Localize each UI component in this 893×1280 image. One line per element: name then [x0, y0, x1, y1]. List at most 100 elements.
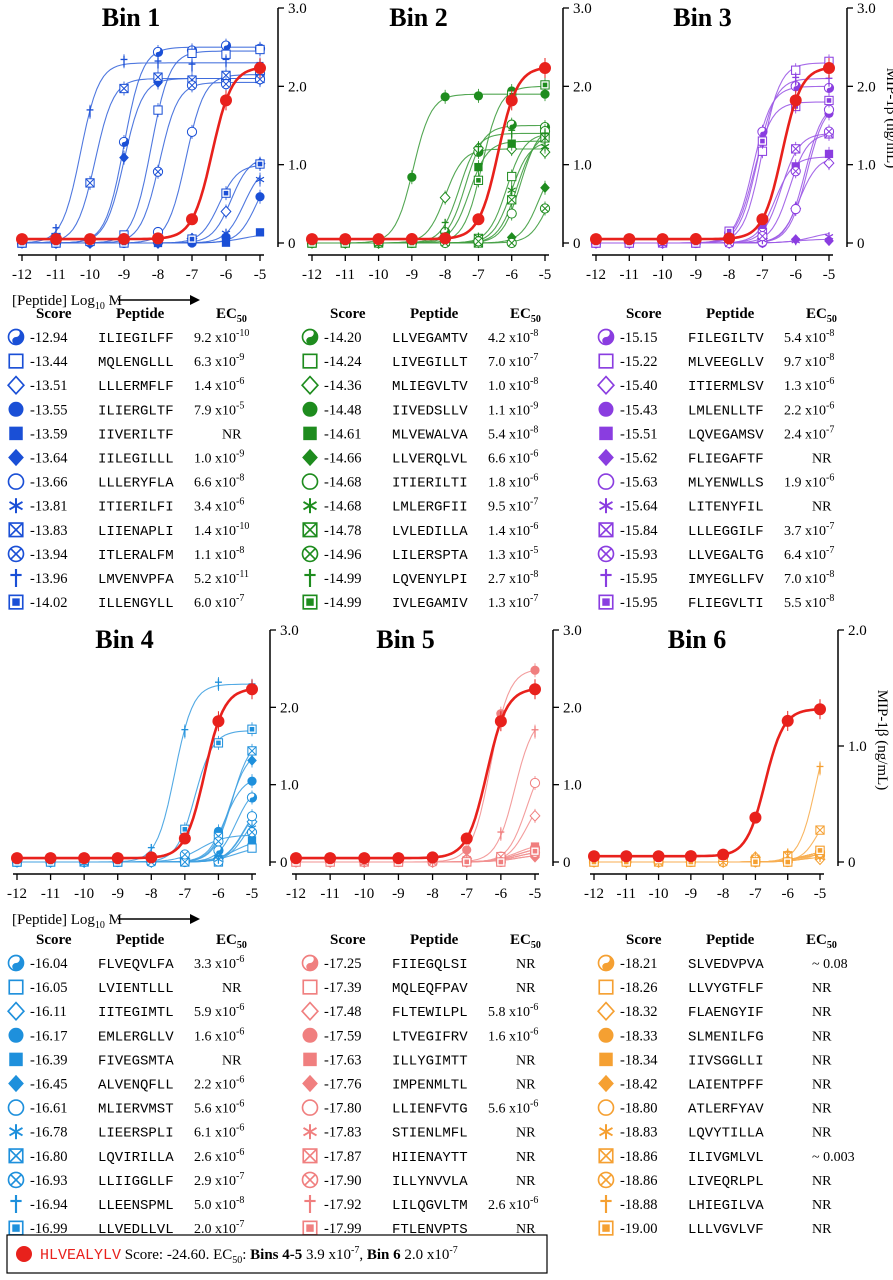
table-row: -13.83 LIIENAPLI 1.4 x10-10: [8, 521, 249, 540]
row-peptide: IMYEGLLFV: [688, 572, 764, 588]
y-tick-label: 2.0: [288, 79, 307, 95]
row-ec50: NR: [812, 1005, 832, 1020]
row-score: -17.25: [324, 956, 361, 972]
chart-panel-5: Bin 5 0 1.0 2.0 3.0 -12 -11 -10 -9 -8 -7 -6 -5: [286, 623, 582, 902]
legend-symbol: [598, 1220, 614, 1236]
data-point-IIVEDSLLV: [540, 89, 550, 99]
x-tick-label: -9: [685, 886, 698, 902]
row-peptide: ILLYNVVLA: [392, 1174, 468, 1190]
row-score: -14.99: [324, 595, 361, 611]
row-ec50: 1.8 x10-6: [488, 473, 538, 491]
row-score: -13.59: [30, 426, 67, 442]
series-curve-LTVEGIFRV: [296, 669, 536, 863]
row-score: -18.32: [620, 1004, 657, 1020]
row-score: -14.66: [324, 451, 361, 467]
row-peptide: HIIENAYTT: [392, 1150, 468, 1166]
table-row: -13.64 IILEGILLL 1.0 x10-9: [8, 449, 244, 468]
chart-title: Bin 3: [673, 3, 732, 32]
x-axis-title: [Peptide] Log10 M: [12, 293, 122, 312]
legend-symbol: [600, 569, 612, 587]
y-tick-label: 2.0: [280, 700, 299, 716]
row-score: -16.11: [30, 1004, 67, 1020]
row-ec50: 3.7 x10-7: [784, 521, 834, 539]
series-curve-MLVEWALVA: [312, 140, 545, 244]
legend-symbol: [600, 1195, 612, 1213]
row-score: -15.22: [620, 354, 657, 370]
y-tick-label: 1.0: [573, 158, 592, 174]
row-ec50: 2.6 x10-6: [488, 1195, 538, 1213]
row-ec50: NR: [516, 1126, 536, 1141]
data-point-ILLENGYLL: [255, 159, 265, 169]
row-peptide: FLIEGVLTI: [688, 596, 764, 612]
x-tick-label: -6: [789, 267, 802, 283]
legend-symbol: [301, 545, 319, 563]
legend-symbol: [302, 1220, 318, 1236]
legend-symbol: [10, 569, 22, 587]
row-peptide: FLTEWILPL: [392, 1005, 468, 1021]
table-header-ec50: EC50: [806, 932, 837, 951]
legend-symbol: [597, 1171, 615, 1189]
legend-symbol: [304, 1195, 316, 1213]
table-bin-2: Score Peptide EC50 -14.20 LLVEGAMTV 4.2 x10-8…: [301, 306, 541, 612]
row-ec50: 1.0 x10-9: [194, 449, 244, 467]
reference-point: [246, 683, 258, 696]
data-point-ITLERALFM: [152, 166, 164, 177]
row-score: -18.42: [620, 1077, 657, 1093]
row-score: -18.21: [620, 956, 657, 972]
row-score: -15.93: [620, 547, 657, 563]
row-peptide: ITIERILFI: [98, 500, 174, 516]
row-score: -15.51: [620, 426, 657, 442]
legend-symbol: [598, 448, 614, 467]
row-score: -15.64: [620, 499, 658, 515]
x-tick-label: -11: [320, 886, 339, 902]
legend-symbol: [303, 1052, 317, 1067]
table-row: -17.99 FTLENVPTS NR: [302, 1220, 536, 1238]
row-ec50: 9.5 x10-7: [488, 497, 538, 515]
row-score: -17.39: [324, 980, 361, 996]
row-ec50: NR: [812, 1102, 832, 1117]
table-header-score: Score: [36, 306, 72, 322]
x-tick-label: -12: [12, 267, 32, 283]
table-row: -15.62 FLIEGAFTF NR: [598, 448, 832, 468]
row-score: -15.43: [620, 402, 657, 418]
data-point-LVIENTLLL: [247, 843, 257, 853]
row-score: -17.48: [324, 1004, 361, 1020]
reference-point: [405, 233, 418, 246]
row-ec50: 5.6 x10-6: [194, 1099, 244, 1117]
reference-point: [145, 851, 158, 864]
data-point-LILQGVLTM: [497, 828, 505, 840]
row-ec50: 3.4 x10-6: [194, 497, 244, 515]
row-ec50: 5.2 x10-11: [194, 569, 249, 587]
legend-symbol: [303, 426, 317, 441]
row-peptide: LITENYFIL: [688, 500, 764, 516]
row-ec50: NR: [812, 1078, 832, 1093]
reference-point: [623, 233, 636, 246]
table-row: -15.95 IMYEGLLFV 7.0 x10-8: [600, 569, 834, 588]
legend-symbol: [303, 1124, 317, 1140]
x-tick-label: -11: [620, 267, 639, 283]
y-tick-label: 3.0: [573, 1, 592, 17]
row-ec50: NR: [222, 981, 242, 996]
row-ec50: 1.6 x10-6: [488, 1026, 538, 1044]
table-header-ec50: EC50: [216, 306, 247, 325]
legend-symbol: [8, 1074, 24, 1093]
row-score: -16.80: [30, 1149, 67, 1165]
table-row: -17.39 MQLEQFPAV NR: [302, 979, 536, 997]
legend-symbol: [7, 328, 25, 346]
row-peptide: MQLENGLLL: [98, 355, 174, 371]
series-curve-LILQGVLTM: [296, 729, 536, 863]
row-peptide: STIENLMFL: [392, 1126, 468, 1142]
data-point-FLTEWILPL: [529, 809, 541, 822]
row-ec50: ~ 0.08: [812, 957, 848, 972]
table-header-peptide: Peptide: [116, 306, 165, 322]
row-ec50: NR: [222, 427, 242, 442]
data-point-FTLENVPTS: [462, 857, 472, 867]
y-tick-label: 0: [563, 855, 571, 871]
data-point-LMVENVPFA: [120, 55, 128, 67]
row-ec50: 7.9 x10-5: [194, 400, 244, 418]
table-row: -14.02 ILLENGYLL 6.0 x10-7: [8, 593, 244, 612]
table-row: -14.61 MLVEWALVA 5.4 x10-8: [303, 424, 538, 443]
legend-symbol: [301, 375, 319, 396]
table-bin-4: Score Peptide EC50 -16.04 FLVEQVLFA 3.3 x10-6…: [7, 932, 247, 1238]
x-tick-label: -7: [179, 886, 192, 902]
